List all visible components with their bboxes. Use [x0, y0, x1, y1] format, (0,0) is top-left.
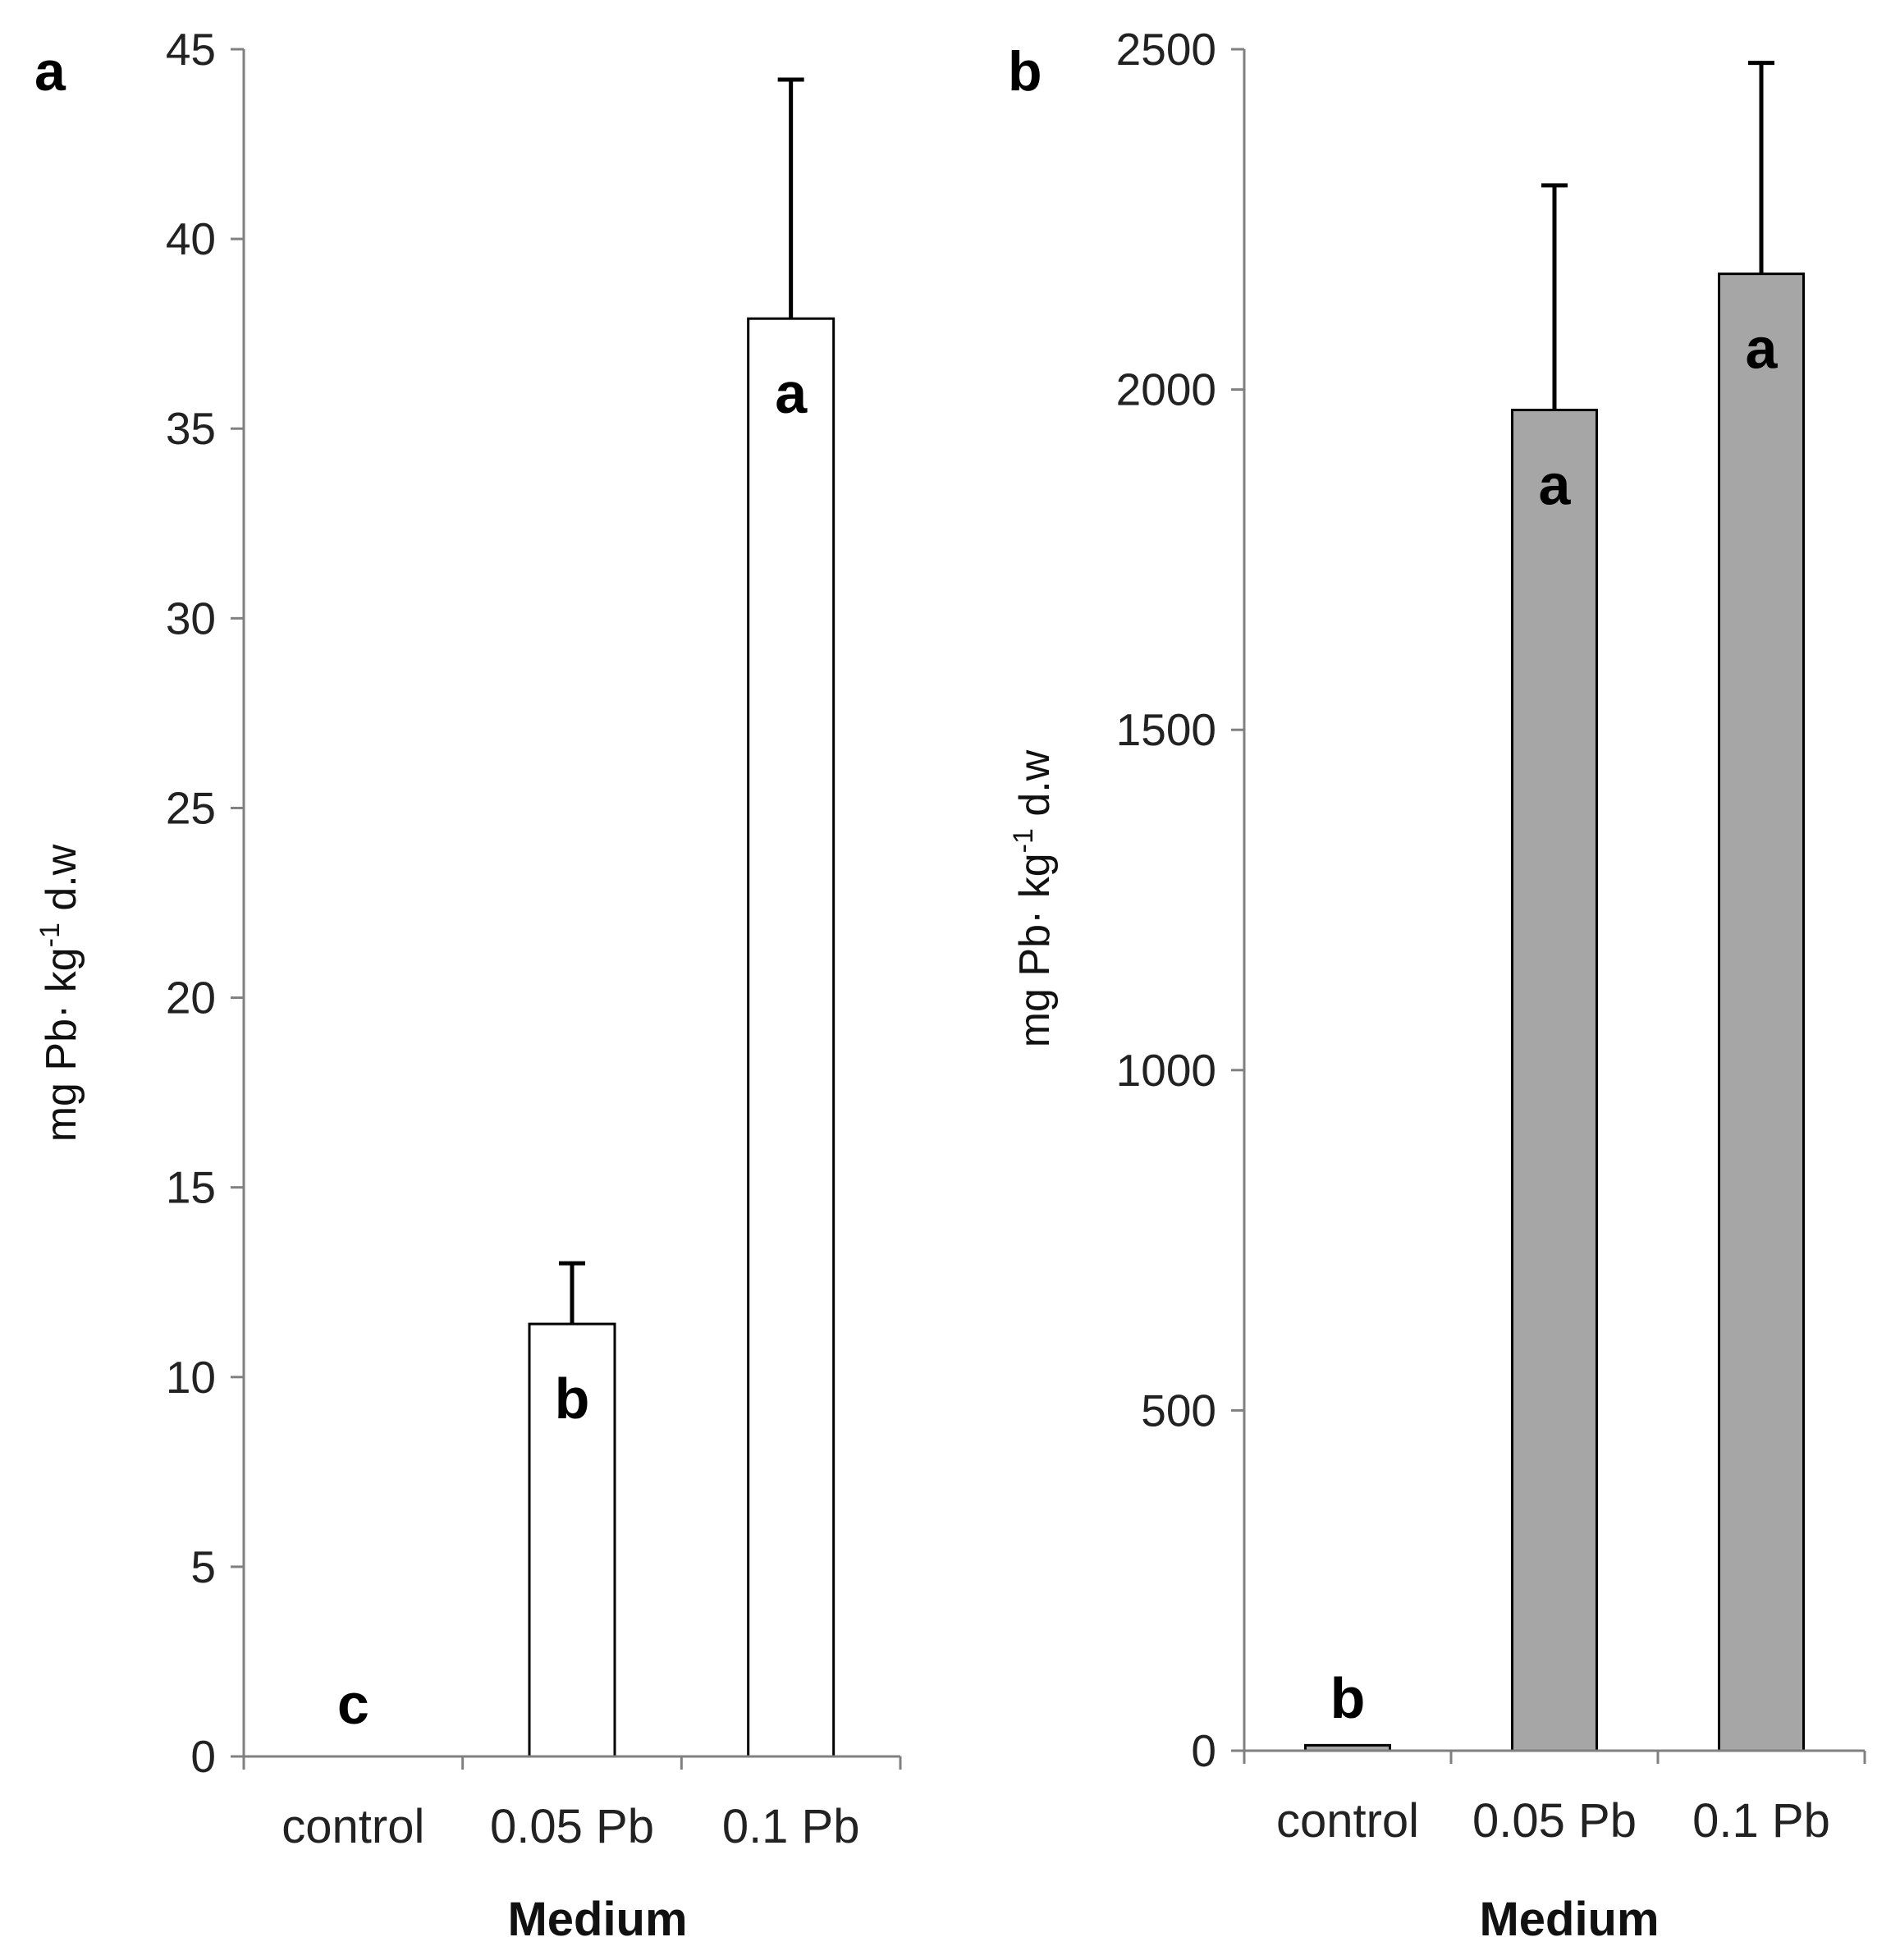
- panel-a-y-tick-label: 5: [190, 1541, 216, 1592]
- panel-a-y-tick-label: 0: [190, 1731, 216, 1782]
- panel-a-y-tick-label: 40: [166, 213, 216, 264]
- panel-a-category-label: 0.1 Pb: [722, 1800, 860, 1853]
- panel-a-categories: control 0.05 Pb 0.1 Pb: [282, 1800, 859, 1853]
- panel-a-category-label: control: [282, 1800, 424, 1853]
- panel-a-significance-letter: a: [775, 361, 808, 425]
- panel-a-y-tick-label: 45: [166, 24, 216, 75]
- panel-a-y-title-sup: -1: [34, 923, 66, 947]
- panel-b-label: b: [1008, 40, 1042, 103]
- panel-b-y-tick-label: 1000: [1116, 1045, 1216, 1096]
- panel-b-categories: control 0.05 Pb 0.1 Pb: [1276, 1794, 1830, 1848]
- panel-a-label: a: [34, 40, 66, 103]
- panel-b-significance-letter: a: [1746, 317, 1779, 381]
- panel-a-y-tick-label: 25: [166, 782, 216, 833]
- panel-a-y-tick-label: 10: [166, 1352, 216, 1403]
- panel-b-category-label: 0.1 Pb: [1692, 1794, 1830, 1848]
- panel-a-significance-letter: c: [337, 1672, 369, 1736]
- panel-a-axes: [242, 49, 902, 1770]
- panel-a-significance-letter: b: [555, 1367, 590, 1431]
- panel-a-bar: [747, 317, 836, 1758]
- panel-b-bar: [1718, 272, 1805, 1752]
- panel-b-y-ticks: 0 500 1000 1500 2000 2500: [1116, 24, 1244, 1776]
- panel-a-y-title-tail: d.w: [38, 844, 85, 923]
- panel-a-category-label: 0.05 Pb: [490, 1800, 654, 1853]
- panel-b-y-tick-label: 500: [1141, 1385, 1216, 1436]
- panel-b-y-title-sup: -1: [1008, 828, 1039, 853]
- panel-b-y-title-tail: d.w: [1011, 749, 1059, 828]
- panel-b-axes: [1243, 49, 1866, 1764]
- panel-b-significance-letter: b: [1330, 1666, 1366, 1730]
- panel-b-y-title-main: mg Pb· kg: [1011, 853, 1059, 1047]
- panel-b-x-axis-title: Medium: [1479, 1893, 1659, 1946]
- panel-b-y-axis-title: mg Pb· kg-1 d.w: [1008, 749, 1059, 1047]
- chart-panel-b: b 0 500 1000 1500 2000 2500 b a a control 0.05 P…: [1008, 24, 1866, 1946]
- panel-a-y-tick-label: 20: [166, 973, 216, 1024]
- panel-a-y-tick-label: 30: [166, 593, 216, 643]
- panel-b-bars: b a a: [1304, 61, 1805, 1752]
- panel-a-bars: c b a: [337, 77, 836, 1758]
- panel-a-y-title-main: mg Pb· kg: [38, 947, 85, 1142]
- panel-b-y-tick-label: 1500: [1116, 704, 1216, 755]
- panel-b-bar: [1511, 408, 1598, 1752]
- panel-a-y-ticks: 0 5 10 15 20 25 30 35 40 45: [166, 24, 244, 1782]
- panel-b-category-label: 0.05 Pb: [1472, 1794, 1637, 1848]
- panel-b-y-tick-label: 2000: [1116, 364, 1216, 415]
- panel-b-category-label: control: [1276, 1794, 1419, 1848]
- chart-panel-a: a 0 5 10 15 20 25 30 35 40 45 c b a control 0.05 Pb 0…: [34, 24, 902, 1946]
- panel-a-y-axis-title: mg Pb· kg-1 d.w: [34, 844, 85, 1142]
- panel-b-significance-letter: a: [1539, 452, 1572, 516]
- panel-a-y-tick-label: 35: [166, 403, 216, 454]
- panel-a-x-axis-title: Medium: [507, 1893, 687, 1946]
- panel-b-y-tick-label: 0: [1191, 1725, 1216, 1776]
- panel-a-y-tick-label: 15: [166, 1162, 216, 1213]
- panel-b-y-tick-label: 2500: [1116, 24, 1216, 75]
